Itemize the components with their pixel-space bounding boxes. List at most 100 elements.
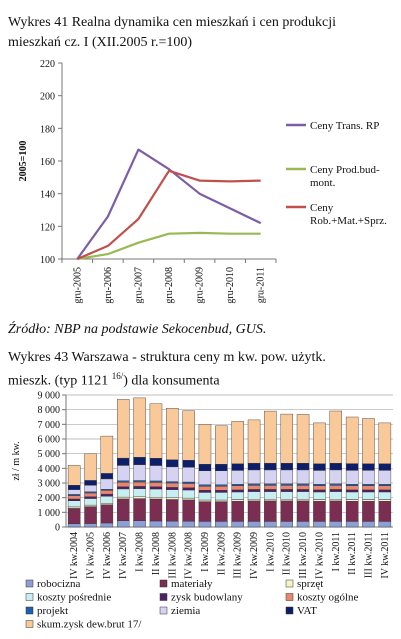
bar-segment-6 xyxy=(198,485,212,491)
bar-segment-9 xyxy=(182,460,195,468)
bar-segment-3 xyxy=(264,499,277,502)
bar-segment-7 xyxy=(149,480,163,483)
bar-segment-3 xyxy=(280,499,294,502)
chart2-title-line2-end: ) dla konsumenta xyxy=(123,373,220,389)
y-tick-label: 2 000 xyxy=(38,493,61,504)
bar-segment-5 xyxy=(329,489,343,492)
x-tick-label: II kw.2008 xyxy=(151,532,162,575)
bar-segment-10 xyxy=(313,422,326,465)
bar-segment-9 xyxy=(345,463,359,471)
x-tick-label: gru-2009 xyxy=(195,267,206,304)
series-line-2 xyxy=(77,231,261,261)
x-tick-label: IV kw.2007 xyxy=(118,532,129,579)
bar-segment-9 xyxy=(215,463,228,471)
bar-segment-4 xyxy=(182,489,195,499)
bar-segment-6 xyxy=(313,485,326,491)
bar-segment-5 xyxy=(67,498,81,501)
bar-segment-4 xyxy=(345,491,359,500)
legend-label-6: koszty ogólne xyxy=(297,592,359,604)
legend-label-8: ziemia xyxy=(171,605,200,617)
bar-segment-5 xyxy=(280,489,294,492)
bar-segment-6 xyxy=(378,485,392,491)
bar-segment-1 xyxy=(329,521,343,528)
bar-segment-5 xyxy=(296,489,310,492)
bar-segment-10 xyxy=(378,422,392,464)
bar-segment-6 xyxy=(149,482,163,488)
bar-segment-7 xyxy=(116,480,130,483)
bar-segment-4 xyxy=(67,500,81,508)
bar-segment-10 xyxy=(100,435,114,474)
chart2-title-footnote: 16/ xyxy=(111,371,124,381)
y-tick-label: 6 000 xyxy=(38,435,61,446)
bar-segment-7 xyxy=(264,483,277,486)
bar-segment-7 xyxy=(378,484,392,487)
bar-segment-3 xyxy=(378,499,392,502)
bar-segment-1 xyxy=(182,520,195,528)
bar-segment-8 xyxy=(84,484,97,492)
bar-segment-3 xyxy=(84,504,97,507)
bar-segment-9 xyxy=(133,457,146,465)
bar-segment-9 xyxy=(378,463,392,471)
bar-segment-10 xyxy=(84,453,97,481)
chart2-title-line2-text: mieszk. (typ 1121 xyxy=(8,373,109,389)
bar-segment-2 xyxy=(182,499,195,522)
bar-segment-9 xyxy=(116,457,130,466)
bar-segment-9 xyxy=(198,463,212,471)
bar-segment-10 xyxy=(264,410,277,464)
bar-segment-10 xyxy=(165,408,179,460)
x-tick-label: IV kw.2009 xyxy=(249,532,260,579)
legend-label-9: VAT xyxy=(297,605,317,617)
bar-segment-8 xyxy=(329,469,343,485)
legend-label-1: robocizna xyxy=(37,578,80,590)
bar-segment-4 xyxy=(296,491,310,500)
bar-segment-9 xyxy=(264,462,277,471)
bar-segment-8 xyxy=(165,466,179,482)
y-tick-label: 140 xyxy=(40,190,55,201)
legend-label-2: Ceny Prod.bud- xyxy=(310,164,380,176)
bar-segment-8 xyxy=(182,467,195,483)
bar-segment-5 xyxy=(215,490,228,493)
bar-segment-2 xyxy=(231,500,244,522)
bar-segment-9 xyxy=(280,462,294,471)
bar-segment-3 xyxy=(247,499,261,502)
bar-segment-6 xyxy=(165,482,179,488)
bar-segment-4 xyxy=(215,492,228,501)
y-tick-label: 1 000 xyxy=(38,508,61,519)
legend-label-2: mont. xyxy=(310,177,336,189)
x-tick-label: IV kw.2010 xyxy=(314,532,325,579)
legend-label-3: sprzęt xyxy=(297,578,323,590)
legend-swatch-7 xyxy=(25,606,34,615)
bar-segment-8 xyxy=(345,470,359,485)
bar-segment-6 xyxy=(67,495,81,500)
bar-segment-1 xyxy=(149,520,163,528)
bar-segment-2 xyxy=(296,500,310,522)
bar-segment-2 xyxy=(247,500,261,522)
bar-segment-10 xyxy=(215,425,228,465)
bar-segment-4 xyxy=(362,491,375,500)
legend-label-10: skum.zysk dew.brut 17/ xyxy=(37,619,142,631)
bar-segment-10 xyxy=(296,414,310,464)
x-tick-label: III kw.2008 xyxy=(167,532,178,579)
bar-segment-9 xyxy=(100,473,114,480)
x-tick-label: IV kw.2005 xyxy=(86,532,97,579)
bar-segment-5 xyxy=(182,487,195,491)
bar-segment-5 xyxy=(313,489,326,493)
bar-segment-6 xyxy=(231,485,244,491)
y-tick-label: 220 xyxy=(40,59,55,70)
bar-segment-2 xyxy=(198,501,212,522)
bar-segment-5 xyxy=(231,489,244,493)
bar-segment-4 xyxy=(329,491,343,500)
bar-segment-4 xyxy=(280,491,294,500)
bar-segment-1 xyxy=(231,521,244,528)
bar-segment-6 xyxy=(329,485,343,490)
bar-segment-1 xyxy=(345,521,359,528)
bar-segment-10 xyxy=(67,465,81,486)
bar-segment-1 xyxy=(67,523,81,528)
bar-segment-3 xyxy=(215,499,228,502)
bar-segment-5 xyxy=(345,489,359,493)
y-tick-label: 9 000 xyxy=(38,391,61,402)
bar-segment-9 xyxy=(67,484,81,490)
bar-segment-1 xyxy=(313,521,326,528)
legend-swatch-3 xyxy=(285,579,294,588)
bar-segment-4 xyxy=(247,491,261,500)
